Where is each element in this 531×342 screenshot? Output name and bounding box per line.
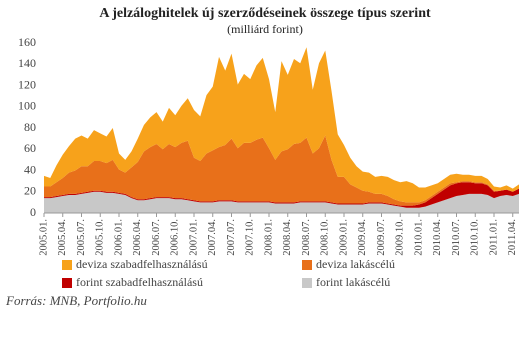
x-tick-label: 2007.07. (226, 219, 237, 256)
y-tick-label: 80 (24, 120, 36, 134)
x-tick-label: 2010.10. (470, 219, 481, 256)
x-tick-label: 2008.07. (301, 219, 312, 256)
area (44, 47, 519, 203)
x-tick-label: 2010.07. (451, 219, 462, 256)
x-tick-label: 2009.07. (376, 219, 387, 256)
x-tick-label: 2005.01. (38, 219, 49, 256)
x-tick-label: 2007.01. (188, 219, 199, 256)
legend-label: deviza lakáscélú (316, 257, 395, 271)
x-tick-label: 2006.10. (170, 219, 181, 256)
y-tick-label: 160 (18, 35, 36, 49)
chart-subtitle: (milliárd forint) (227, 22, 303, 36)
legend-swatch (62, 278, 72, 288)
area (44, 182, 519, 208)
y-tick-label: 100 (18, 99, 36, 113)
x-tick-label: 2006.01. (113, 219, 124, 256)
legend-swatch (302, 260, 312, 270)
x-tick-label: 2006.07. (151, 219, 162, 256)
x-tick-label: 2008.01. (263, 219, 274, 256)
y-tick-label: 40 (24, 162, 36, 176)
x-tick-label: 2011.01. (488, 219, 499, 255)
legend-swatch (302, 278, 312, 288)
y-tick-label: 60 (24, 141, 36, 155)
chart-title: A jelzáloghitelek új szerződéseinek össz… (99, 6, 431, 21)
x-tick-label: 2010.01. (413, 219, 424, 256)
x-tick-label: 2005.04. (57, 219, 68, 256)
x-tick-label: 2006.04. (132, 219, 143, 256)
legend-label: deviza szabadfelhasználású (76, 257, 208, 271)
x-tick-label: 2008.04. (282, 219, 293, 256)
y-tick-label: 20 (24, 184, 36, 198)
x-tick-label: 2009.04. (357, 219, 368, 256)
y-tick-label: 140 (18, 56, 36, 70)
area (44, 135, 519, 206)
x-tick-label: 2007.04. (207, 219, 218, 256)
legend-label: forint lakáscélú (316, 275, 390, 289)
legend-swatch (62, 260, 72, 270)
x-tick-label: 2010.04. (432, 219, 443, 256)
x-tick-label: 2007.10. (245, 219, 256, 256)
x-tick-label: 2009.10. (395, 219, 406, 256)
x-tick-label: 2011.04. (507, 219, 518, 255)
x-tick-label: 2008.10. (320, 219, 331, 256)
x-tick-label: 2005.10. (95, 219, 106, 256)
source: Forrás: MNB, Portfolio.hu (5, 293, 147, 308)
y-tick-label: 120 (18, 77, 36, 91)
x-tick-label: 2005.07. (76, 219, 87, 256)
legend-label: forint szabadfelhasználású (76, 275, 203, 289)
y-tick-label: 0 (30, 205, 36, 219)
x-tick-label: 2009.01. (338, 219, 349, 256)
area (44, 191, 519, 213)
